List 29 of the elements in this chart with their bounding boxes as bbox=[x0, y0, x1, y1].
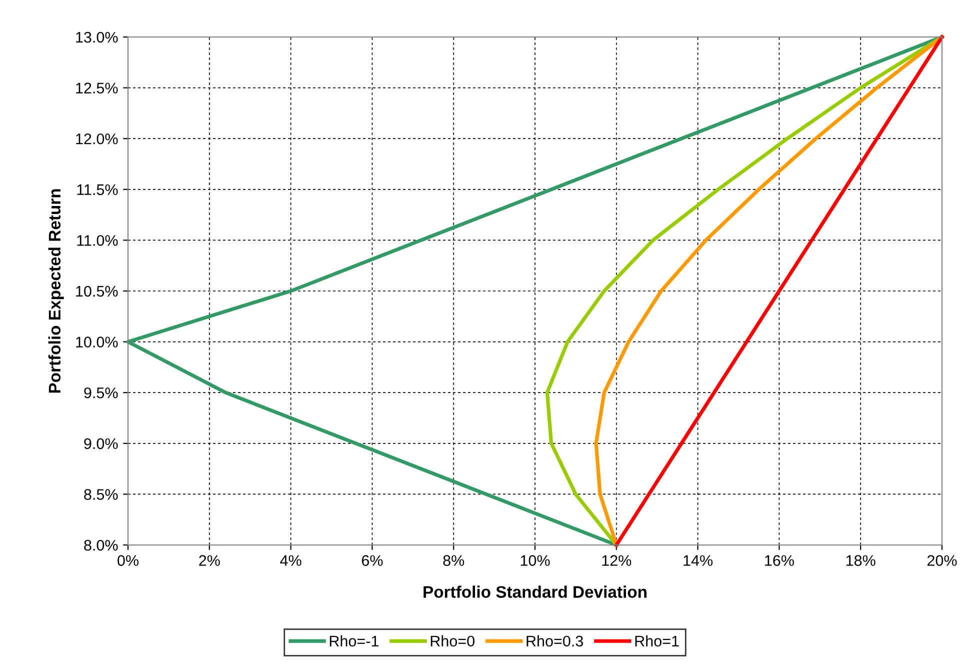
y-tick-label: 12.0% bbox=[76, 133, 118, 144]
y-tick-label: 11.0% bbox=[77, 235, 118, 246]
y-axis-title: Portfolio Expected Return bbox=[48, 189, 64, 393]
line-series bbox=[126, 35, 944, 547]
y-tick-label: 13.0% bbox=[76, 32, 118, 43]
x-tick-label: 4% bbox=[280, 555, 302, 566]
legend-label: Rho=0 bbox=[430, 635, 474, 647]
x-tick-label: 10% bbox=[520, 555, 550, 566]
x-tick-label: 8% bbox=[443, 555, 464, 566]
y-tick-label: 8.5% bbox=[84, 489, 118, 500]
x-tick-label: 18% bbox=[846, 555, 876, 566]
x-tick-label: 0% bbox=[118, 555, 138, 566]
legend-label: Rho=-1 bbox=[330, 635, 378, 647]
y-tick-label: 10.0% bbox=[76, 336, 118, 348]
legend-label: Rho=0.3 bbox=[526, 635, 583, 647]
x-tick-label: 20% bbox=[927, 555, 957, 566]
y-tick-label: 9.0% bbox=[84, 438, 118, 450]
y-tick-label: 9.5% bbox=[84, 387, 118, 398]
y-tick-label: 11.5% bbox=[77, 184, 118, 196]
x-tick-label: 14% bbox=[684, 555, 713, 566]
x-tick-label: 12% bbox=[602, 555, 632, 566]
y-tick-label: 12.5% bbox=[76, 82, 118, 94]
x-tick-label: 2% bbox=[199, 555, 220, 566]
x-axis-title: Portfolio Standard Deviation bbox=[424, 586, 646, 598]
legend-label: Rho=1 bbox=[635, 635, 679, 647]
y-tick-label: 10.5% bbox=[76, 286, 118, 297]
y-tick-label: 8.0% bbox=[84, 540, 118, 551]
x-tick-label: 6% bbox=[362, 555, 383, 566]
x-tick-label: 16% bbox=[765, 555, 794, 566]
